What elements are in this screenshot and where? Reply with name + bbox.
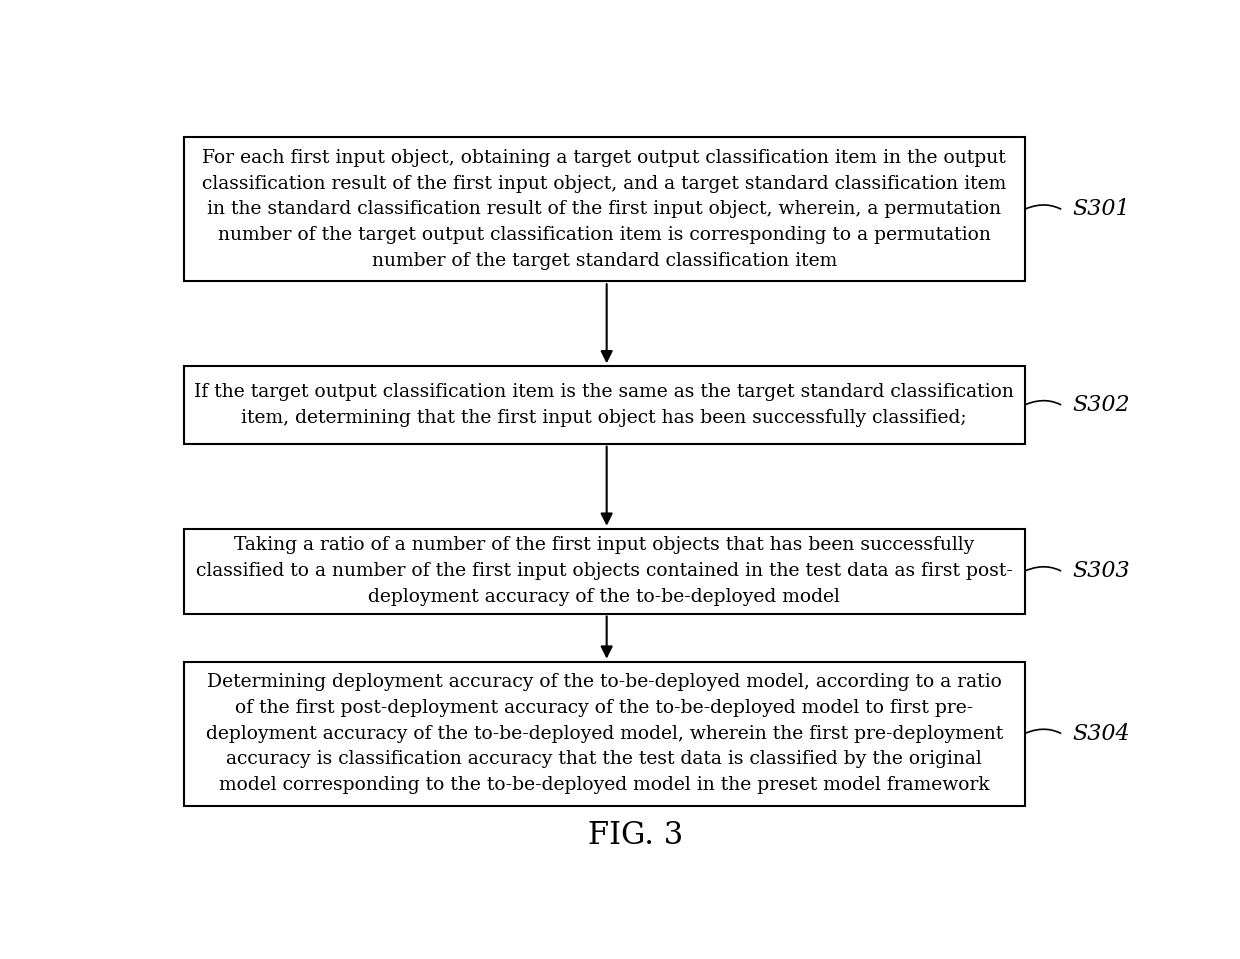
Bar	[184, 137, 1024, 281]
Text: For each first input object, obtaining a target output classification item in th: For each first input object, obtaining a…	[202, 149, 1007, 269]
Text: FIG. 3: FIG. 3	[588, 820, 683, 851]
Text: S301: S301	[1073, 199, 1131, 221]
Bar	[184, 662, 1024, 806]
Text: Taking a ratio of a number of the first input objects that has been successfully: Taking a ratio of a number of the first …	[196, 536, 1013, 606]
Text: S303: S303	[1073, 560, 1131, 582]
Bar	[184, 366, 1024, 444]
Text: If the target output classification item is the same as the target standard clas: If the target output classification item…	[195, 383, 1014, 427]
Text: S304: S304	[1073, 722, 1131, 744]
Text: Determining deployment accuracy of the to-be-deployed model, according to a rati: Determining deployment accuracy of the t…	[206, 673, 1003, 794]
Bar	[184, 528, 1024, 614]
Text: S302: S302	[1073, 394, 1131, 416]
